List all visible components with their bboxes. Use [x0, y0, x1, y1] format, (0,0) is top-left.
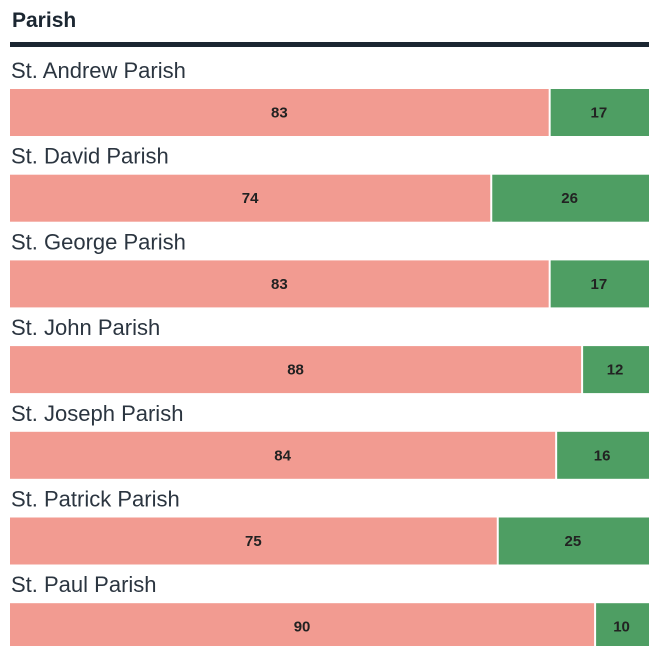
- bar-segment: [10, 174, 491, 222]
- bar-segment: [596, 603, 649, 646]
- bar-segment: [492, 174, 649, 222]
- value-label: 84: [274, 447, 291, 464]
- value-label: 25: [565, 533, 582, 550]
- value-label: 83: [271, 276, 288, 293]
- value-label: 10: [613, 619, 630, 636]
- category-label: St. Andrew Parish: [11, 58, 186, 83]
- bar-segment: [10, 260, 549, 308]
- bar-segment: [550, 260, 649, 308]
- value-label: 17: [590, 276, 607, 293]
- value-label: 83: [271, 104, 288, 121]
- value-label: 26: [561, 190, 578, 207]
- bar-segment: [498, 517, 649, 565]
- bar-segment: [10, 603, 595, 646]
- chart-title: Parish: [12, 9, 76, 32]
- category-label: St. David Parish: [11, 144, 169, 169]
- bar-segment: [10, 431, 556, 479]
- bar-segment: [583, 346, 649, 394]
- category-label: St. Patrick Parish: [11, 487, 180, 512]
- value-label: 90: [294, 619, 311, 636]
- value-label: 17: [590, 104, 607, 121]
- value-label: 16: [594, 447, 611, 464]
- category-label: St. George Parish: [11, 229, 186, 254]
- category-label: St. Joseph Parish: [11, 401, 183, 426]
- bar-segment: [10, 89, 549, 136]
- value-label: 12: [607, 362, 624, 379]
- value-label: 75: [245, 533, 262, 550]
- category-label: St. Paul Parish: [11, 572, 157, 597]
- value-label: 74: [242, 190, 259, 207]
- bar-segment: [10, 517, 497, 565]
- bar-segment: [557, 431, 649, 479]
- bar-segment: [550, 89, 649, 136]
- bar-segment: [10, 346, 582, 394]
- category-label: St. John Parish: [11, 315, 160, 340]
- title-rule: [10, 42, 649, 47]
- value-label: 88: [287, 362, 304, 379]
